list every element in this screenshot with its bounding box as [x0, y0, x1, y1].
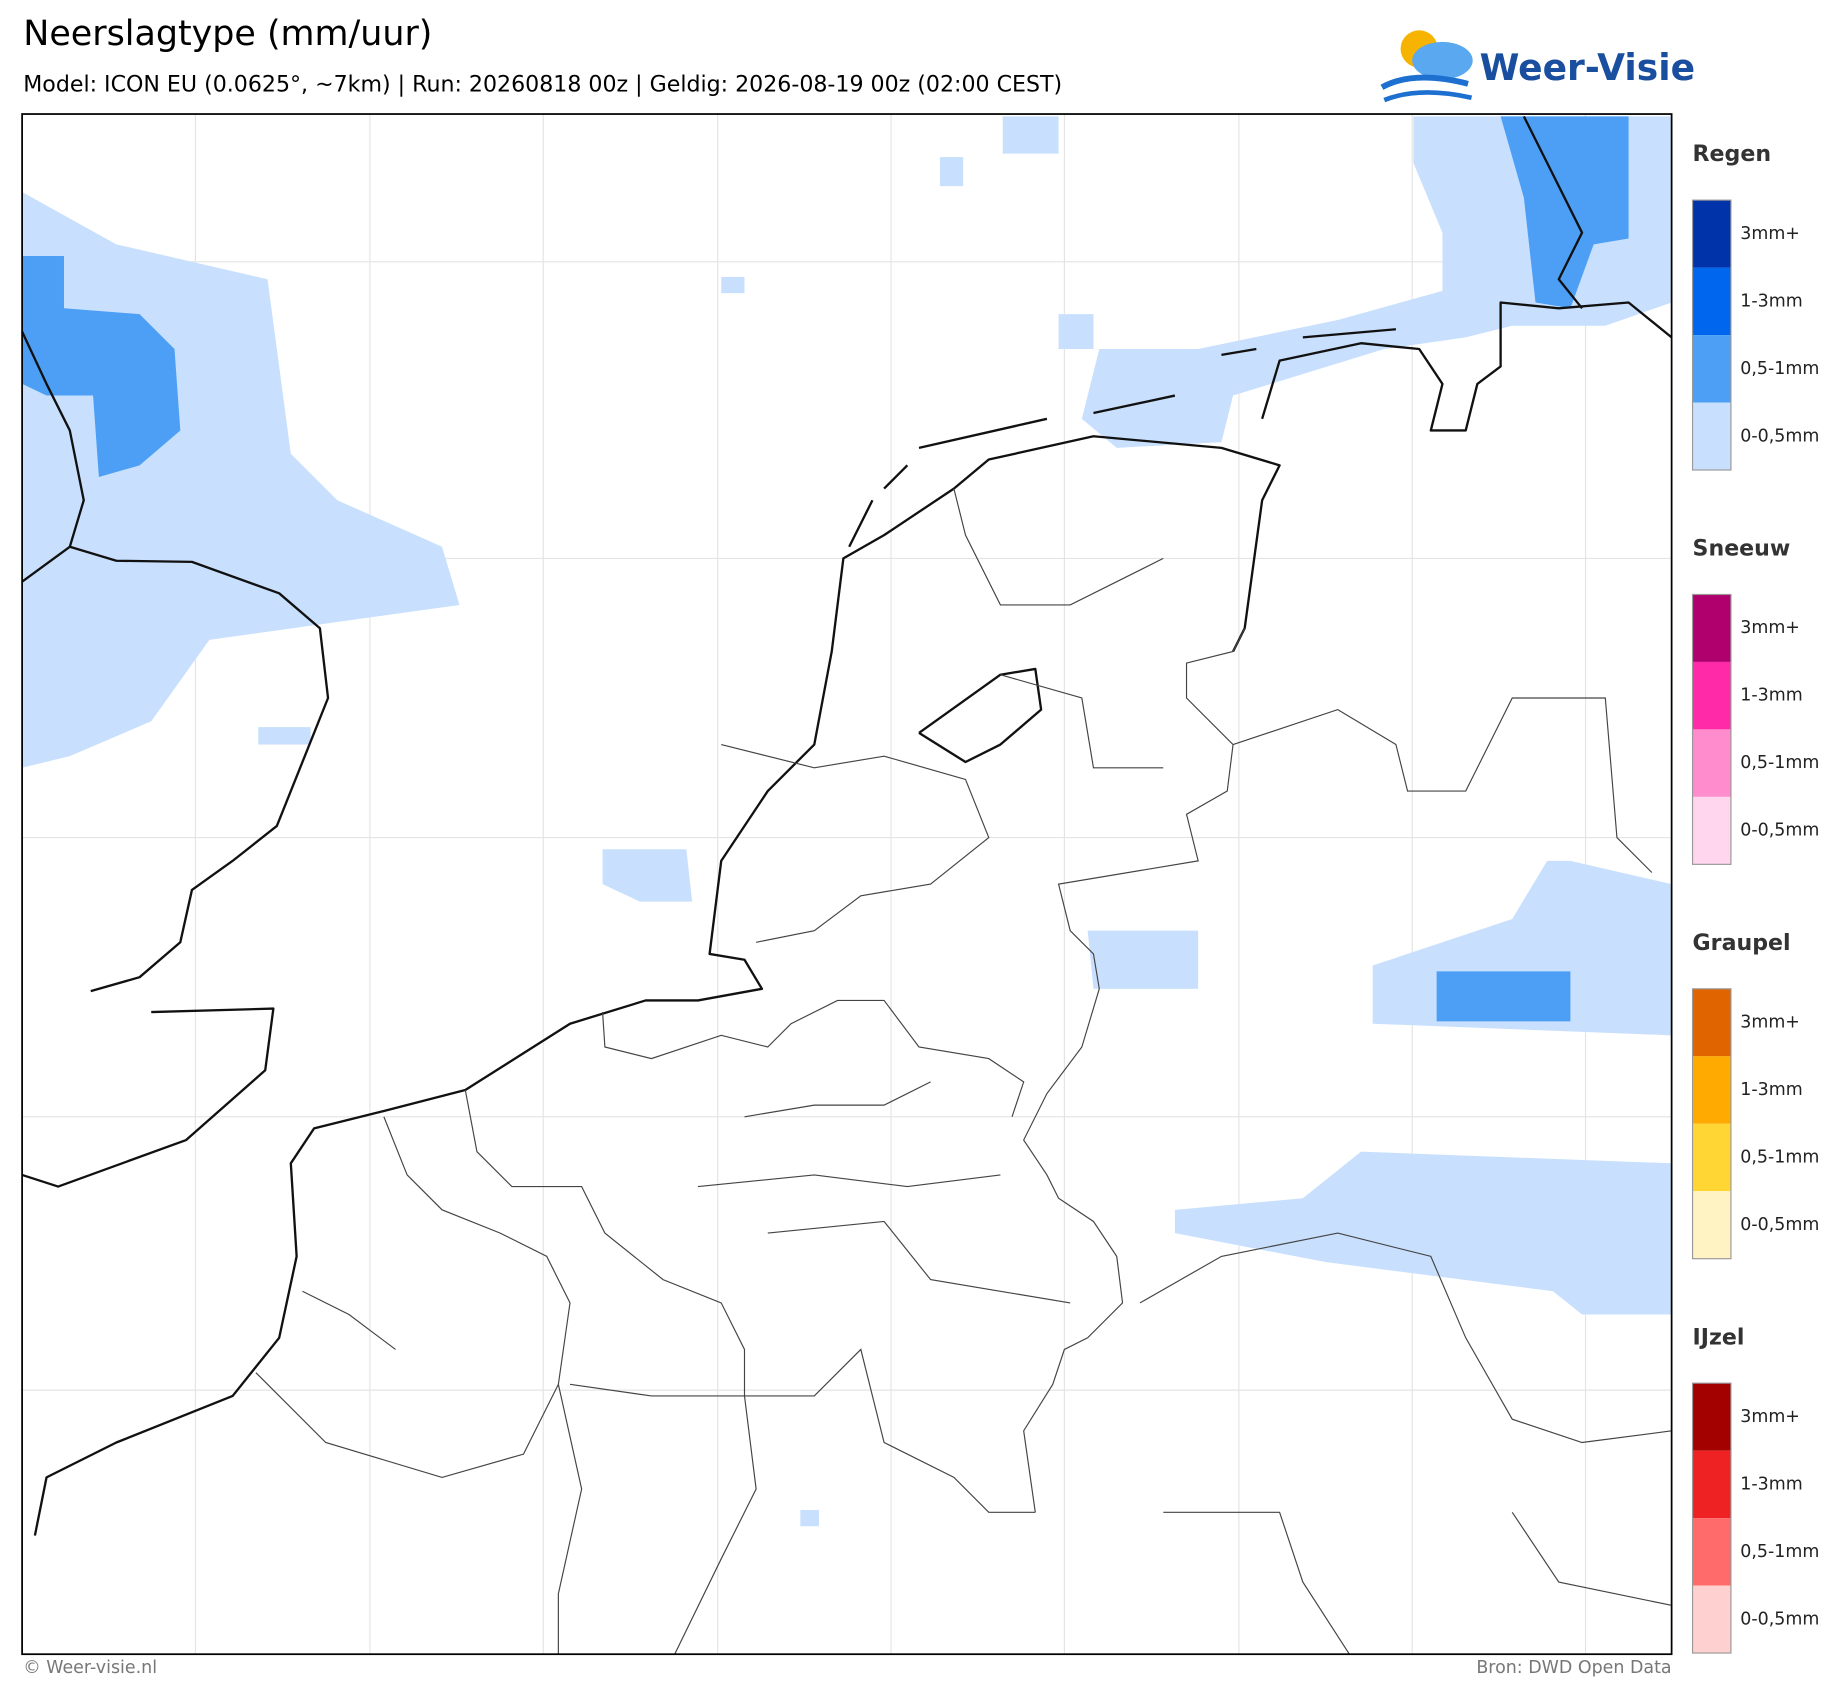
legend-label: 1-3mm: [1740, 686, 1802, 706]
legend-title: Sneeuw: [1693, 536, 1791, 562]
logo-text: Weer-Visie: [1480, 47, 1695, 89]
legend-swatch: [1692, 594, 1731, 662]
legend-swatch: [1692, 267, 1731, 336]
legend-label: 1-3mm: [1740, 1080, 1802, 1100]
legend-label: 1-3mm: [1740, 1474, 1802, 1494]
borders: [255, 488, 1672, 1655]
legend-frame: [1691, 988, 1732, 1260]
legend-swatch: [1692, 1123, 1731, 1192]
map: [21, 113, 1673, 1656]
title: Neerslagtype (mm/uur): [23, 14, 432, 54]
legend-swatch: [1692, 796, 1731, 865]
legend-frame: [1691, 1382, 1732, 1654]
map-frame: [21, 113, 1673, 1656]
legend-swatch: [1692, 1383, 1731, 1451]
legend-swatch: [1692, 335, 1731, 403]
legend-frame: [1691, 593, 1732, 865]
legend-label: 0,5-1mm: [1740, 359, 1819, 379]
legend-title: IJzel: [1693, 1324, 1745, 1350]
legend-label: 3mm+: [1740, 1407, 1800, 1427]
legend: Regen 3mm+ 1-3mm 0,5-1mm 0-0,5mm Sneeuw 3mm+ 1-…: [1691, 141, 1819, 1654]
legend-swatch: [1692, 1056, 1731, 1124]
legend-swatch: [1692, 1450, 1731, 1519]
legend-label: 0-0,5mm: [1740, 821, 1819, 841]
legend-swatch: [1692, 1191, 1731, 1259]
legend-label: 3mm+: [1740, 1013, 1800, 1033]
legend-label: 1-3mm: [1740, 291, 1802, 311]
source: Bron: DWD Open Data: [1476, 1658, 1671, 1678]
legend-label: 0-0,5mm: [1740, 426, 1819, 446]
precipitation: [22, 116, 1672, 1527]
legend-swatch: [1692, 1585, 1731, 1654]
legend-title: Regen: [1693, 141, 1772, 167]
map-background: [22, 114, 1672, 1655]
legend-swatch: [1692, 661, 1731, 730]
graticule: [22, 114, 1672, 1655]
legend-swatch: [1692, 1518, 1731, 1586]
coastlines: [21, 115, 1673, 1536]
legend-label: 3mm+: [1740, 224, 1800, 244]
legend-swatch: [1692, 402, 1731, 470]
legend-label: 0,5-1mm: [1740, 753, 1819, 773]
legend-label: 0,5-1mm: [1740, 1147, 1819, 1167]
legend-title: Graupel: [1693, 930, 1791, 956]
legend-label: 3mm+: [1740, 618, 1800, 638]
legend-swatch: [1692, 200, 1731, 268]
legend-frame: [1691, 199, 1732, 471]
subtitle: Model: ICON EU (0.0625°, ~7km) | Run: 20…: [23, 71, 1062, 97]
legend-swatch: [1692, 729, 1731, 797]
copyright: © Weer-visie.nl: [23, 1658, 157, 1678]
logo: Weer-Visie: [1380, 30, 1695, 103]
legend-swatch: [1692, 988, 1731, 1057]
legend-label: 0-0,5mm: [1740, 1215, 1819, 1235]
legend-label: 0,5-1mm: [1740, 1542, 1819, 1562]
legend-label: 0-0,5mm: [1740, 1609, 1819, 1629]
logo-icon: [1380, 30, 1473, 103]
